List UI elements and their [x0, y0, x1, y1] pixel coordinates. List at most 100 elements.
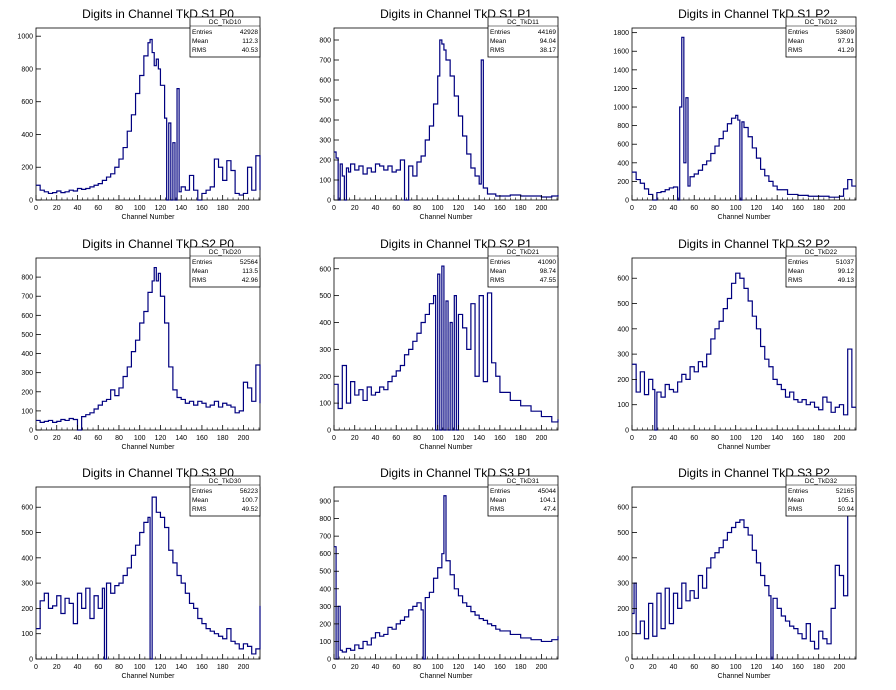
x-tick-label: 60 — [94, 435, 102, 442]
histogram-series-line — [36, 496, 261, 660]
x-axis-label: Channel Number — [122, 673, 176, 680]
x-tick-label: 80 — [115, 664, 123, 671]
x-tick-label: 140 — [175, 435, 187, 442]
histogram-panel: Digits in Channel TkD S2 P20 20 40 60 80 100 1… — [617, 237, 857, 451]
x-tick-label: 200 — [834, 205, 846, 212]
stats-box — [189, 16, 261, 58]
x-tick-label: 100 — [134, 205, 146, 212]
stats-label: RMS — [788, 277, 803, 284]
x-tick-label: 20 — [351, 664, 359, 671]
y-tick-label: 100 — [21, 631, 33, 638]
stats-label: Mean — [490, 38, 507, 45]
x-tick-label: 0 — [630, 435, 634, 442]
y-tick-label: 300 — [21, 581, 33, 588]
stats-box — [785, 475, 857, 517]
x-tick-label: 100 — [730, 664, 742, 671]
x-tick-label: 180 — [515, 664, 527, 671]
x-tick-label: 80 — [413, 205, 421, 212]
stats-value: 49.52 — [242, 506, 259, 513]
y-tick-label: 1400 — [613, 67, 629, 74]
x-tick-label: 40 — [670, 205, 678, 212]
stats-label: Entries — [192, 488, 213, 495]
stats-box — [785, 16, 857, 58]
y-tick-label: 100 — [319, 401, 331, 408]
y-tick-label: 300 — [617, 581, 629, 588]
x-tick-label: 100 — [432, 205, 444, 212]
x-tick-label: 200 — [834, 435, 846, 442]
x-axis-label: Channel Number — [122, 444, 176, 451]
histogram-series-line — [334, 265, 559, 431]
x-tick-label: 80 — [115, 205, 123, 212]
x-tick-label: 140 — [473, 205, 485, 212]
y-tick-label: 0 — [327, 198, 331, 205]
stats-label: Mean — [490, 497, 507, 504]
x-tick-label: 60 — [690, 435, 698, 442]
stats-value: 98.74 — [540, 268, 557, 275]
y-tick-label: 0 — [327, 657, 331, 664]
stats-value: 51037 — [836, 259, 854, 266]
y-tick-label: 500 — [617, 530, 629, 537]
y-tick-label: 300 — [319, 604, 331, 611]
stats-label: RMS — [788, 47, 803, 54]
x-tick-label: 120 — [751, 205, 763, 212]
x-tick-label: 160 — [196, 435, 208, 442]
y-tick-label: 0 — [29, 198, 33, 205]
x-tick-label: 120 — [453, 435, 465, 442]
y-tick-label: 600 — [319, 78, 331, 85]
x-tick-label: 120 — [155, 664, 167, 671]
x-tick-label: 80 — [711, 435, 719, 442]
stats-name: DC_TkD12 — [805, 19, 838, 26]
x-tick-label: 40 — [74, 205, 82, 212]
y-tick-label: 0 — [29, 657, 33, 664]
y-tick-label: 200 — [319, 158, 331, 165]
y-tick-label: 400 — [21, 555, 33, 562]
stats-value: 42.96 — [242, 277, 259, 284]
y-tick-label: 700 — [319, 58, 331, 65]
x-tick-label: 140 — [175, 664, 187, 671]
x-axis-label: Channel Number — [718, 214, 772, 221]
x-axis-label: Channel Number — [420, 214, 474, 221]
stats-value: 113.5 — [242, 268, 258, 275]
y-tick-label: 500 — [21, 332, 33, 339]
x-tick-label: 0 — [630, 205, 634, 212]
y-tick-label: 200 — [21, 606, 33, 613]
histogram-series-line — [36, 38, 261, 201]
x-tick-label: 20 — [53, 664, 61, 671]
y-tick-label: 1000 — [17, 34, 33, 41]
stats-value: 99.12 — [838, 268, 855, 275]
x-tick-label: 20 — [53, 205, 61, 212]
y-tick-label: 800 — [319, 516, 331, 523]
y-tick-label: 800 — [319, 38, 331, 45]
stats-label: Entries — [788, 29, 809, 36]
x-tick-label: 20 — [649, 205, 657, 212]
x-tick-label: 100 — [134, 435, 146, 442]
y-tick-label: 600 — [21, 99, 33, 106]
stats-value: 47.4 — [543, 506, 556, 513]
stats-value: 38.17 — [540, 47, 557, 54]
y-tick-label: 800 — [21, 275, 33, 282]
stats-name: DC_TkD21 — [507, 249, 540, 256]
stats-value: 100.7 — [242, 497, 259, 504]
histogram-series-line — [632, 272, 856, 431]
y-tick-label: 600 — [617, 142, 629, 149]
histogram-series-line — [632, 496, 856, 660]
x-axis-label: Channel Number — [420, 673, 474, 680]
stats-box — [189, 475, 261, 517]
x-tick-label: 80 — [711, 205, 719, 212]
y-tick-label: 400 — [319, 118, 331, 125]
histogram-series-line — [36, 266, 261, 431]
x-tick-label: 160 — [494, 205, 506, 212]
stats-box — [189, 246, 261, 288]
y-tick-label: 1600 — [613, 49, 629, 56]
x-tick-label: 0 — [34, 435, 38, 442]
x-tick-label: 60 — [94, 205, 102, 212]
stats-label: Entries — [192, 259, 213, 266]
x-tick-label: 160 — [792, 205, 804, 212]
x-tick-label: 140 — [175, 205, 187, 212]
x-tick-label: 20 — [53, 435, 61, 442]
y-tick-label: 600 — [319, 266, 331, 273]
y-tick-label: 600 — [617, 276, 629, 283]
stats-value: 53609 — [836, 29, 854, 36]
x-tick-label: 80 — [413, 435, 421, 442]
y-tick-label: 200 — [21, 389, 33, 396]
